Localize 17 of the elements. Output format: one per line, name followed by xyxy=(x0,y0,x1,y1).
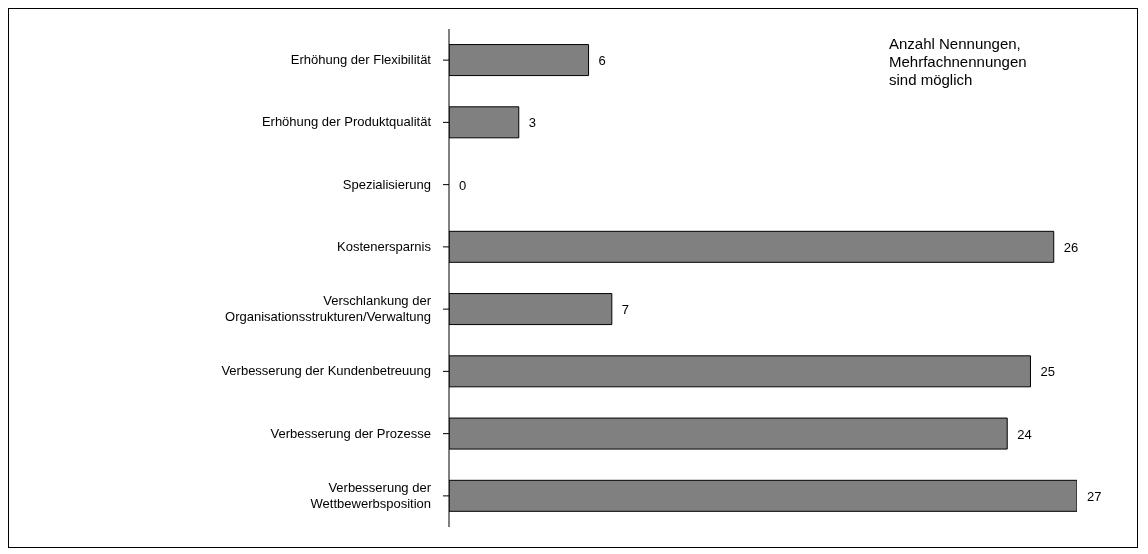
y-tick-label: Kostenersparnis xyxy=(337,238,432,254)
data-label: 3 xyxy=(528,115,537,131)
y-tick-label: Verschlankung der Organisationsstrukturen/Verwaltung xyxy=(225,293,432,325)
y-tick-label: Spezialisierung xyxy=(342,176,431,192)
data-label: 6 xyxy=(598,53,606,69)
data-label: 0 xyxy=(459,177,467,193)
data-label: 25 xyxy=(1040,364,1055,380)
data-label: 7 xyxy=(621,302,630,318)
data-label: 27 xyxy=(1087,488,1102,504)
y-tick-label: Verbesserung der Prozesse xyxy=(270,425,431,441)
y-tick-label: Erhöhung der Produktqualität xyxy=(261,114,432,130)
annotation: Anzahl Nennungen, Mehrfachnennungen sind möglich xyxy=(889,35,1027,89)
y-tick-label: Erhöhung der Flexibilität xyxy=(290,52,432,68)
data-label: 24 xyxy=(1017,426,1032,442)
data-label: 26 xyxy=(1063,239,1079,255)
y-tick-label: Verbesserung der Wettbewerbsposition xyxy=(310,479,432,511)
y-tick-label: Verbesserung der Kundenbetreuung xyxy=(221,363,431,379)
